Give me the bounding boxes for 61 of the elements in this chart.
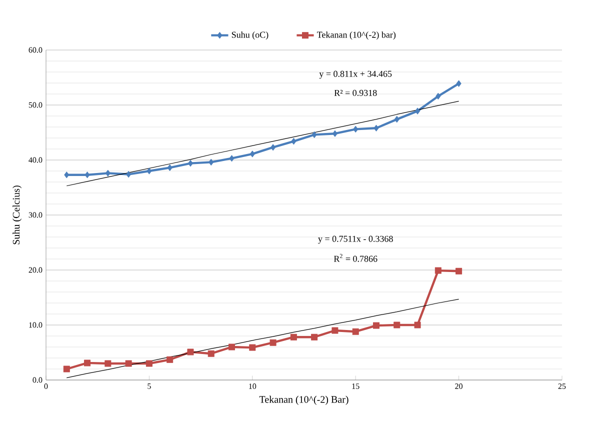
x-axis-title: Tekanan (10^(-2) Bar) <box>259 396 348 405</box>
point <box>208 350 214 357</box>
point <box>311 334 318 340</box>
point <box>208 158 214 166</box>
point <box>84 172 90 178</box>
y-tick-label: 60.0 <box>28 47 42 53</box>
point <box>229 155 234 162</box>
x-tick-label: 20 <box>455 384 463 389</box>
point <box>270 144 276 151</box>
y-tick-label: 10.0 <box>29 322 42 328</box>
point <box>394 116 400 123</box>
x-tick-label: 10 <box>249 384 256 389</box>
point <box>312 131 317 138</box>
annotation: R$^{2}$ = 0.7866 <box>334 254 378 262</box>
point <box>374 124 379 132</box>
x-tick-label: 25 <box>558 384 566 389</box>
legend-label: Tekanan (10^(-2) bar) <box>317 31 396 40</box>
y-axis-title: Suhu (Celcius) <box>12 186 22 244</box>
point <box>456 268 462 274</box>
point <box>332 130 338 137</box>
x-tick-label: 0 <box>44 384 48 389</box>
point <box>291 138 296 145</box>
annotation: y = 0.7511x - 0.3368 <box>318 236 393 244</box>
point <box>146 360 152 367</box>
point <box>64 172 70 178</box>
point <box>414 322 421 328</box>
point <box>270 339 276 346</box>
point <box>372 322 380 329</box>
point <box>290 334 297 340</box>
point <box>250 150 255 158</box>
point <box>84 360 91 366</box>
point <box>434 267 442 274</box>
point <box>352 328 359 335</box>
x-tick-label: 15 <box>352 384 360 389</box>
point <box>104 360 112 367</box>
y-tick-label: 50.0 <box>28 102 42 108</box>
y-tick-label: 30.0 <box>28 212 42 218</box>
point <box>436 92 441 100</box>
annotation: y = 0.811x + 34.465 <box>319 70 392 79</box>
y-tick-label: 0.0 <box>32 377 42 383</box>
point <box>63 366 70 372</box>
point <box>167 164 172 171</box>
legend-label: Suhu (oC) <box>232 31 268 40</box>
point <box>456 80 462 87</box>
point <box>188 160 193 167</box>
point <box>166 356 174 363</box>
point <box>415 108 420 114</box>
point <box>228 344 236 350</box>
point <box>125 360 132 367</box>
point <box>126 171 132 178</box>
point <box>332 327 338 334</box>
point <box>187 348 194 356</box>
point <box>353 126 358 132</box>
y-tick-label: 40.0 <box>28 157 42 163</box>
point <box>394 322 400 328</box>
point <box>146 168 152 174</box>
y-tick-label: 20.0 <box>28 267 42 273</box>
point <box>249 344 256 351</box>
annotation: R² = 0.9318 <box>334 90 377 96</box>
point <box>105 170 110 176</box>
x-tick-label: 5 <box>148 384 151 389</box>
